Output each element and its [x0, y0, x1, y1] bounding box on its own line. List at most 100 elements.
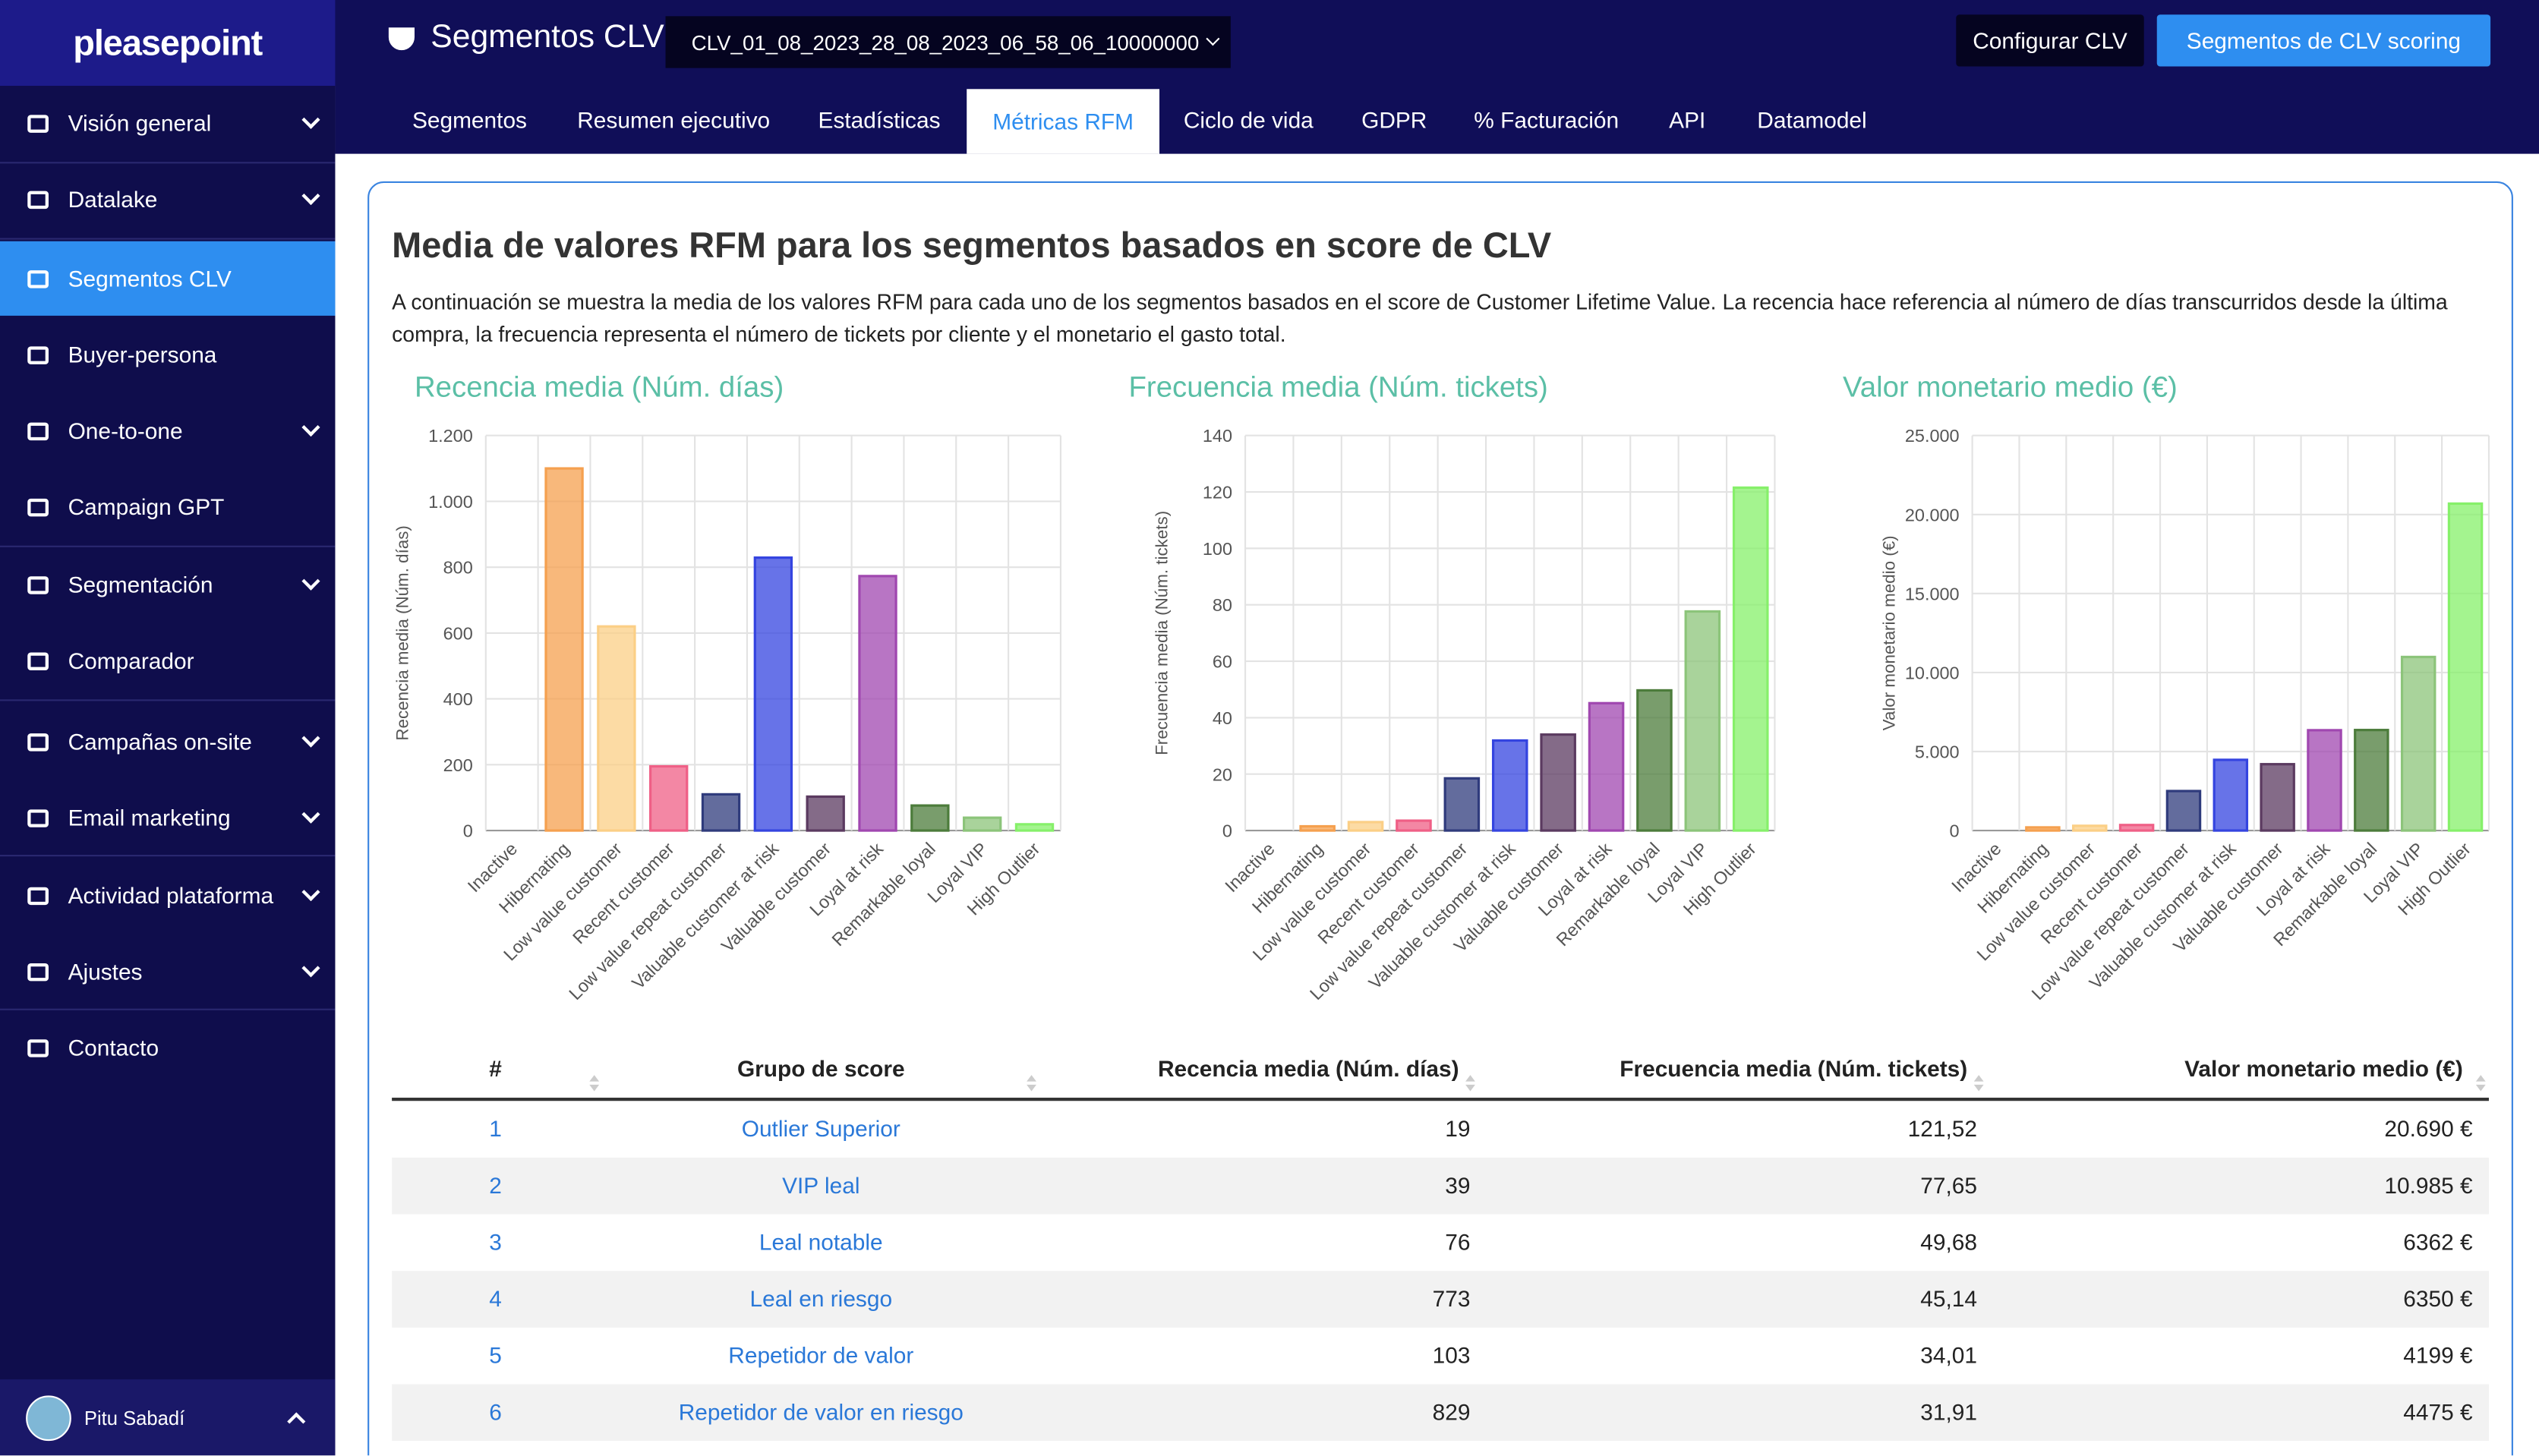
logo[interactable]: pleasepoint: [0, 0, 336, 87]
nav-item[interactable]: Comparador: [0, 623, 335, 698]
nav-label: Segmentos CLV: [68, 265, 232, 292]
nav-item[interactable]: One-to-one: [0, 393, 335, 468]
nav-item[interactable]: Visión general: [0, 86, 335, 160]
table-cell[interactable]: VIP leal: [782, 1172, 860, 1199]
nav-label: Buyer-persona: [68, 341, 217, 368]
column-header[interactable]: #: [489, 1055, 502, 1082]
table-cell[interactable]: 6: [489, 1398, 502, 1425]
table-cell[interactable]: 2: [489, 1172, 502, 1199]
nav-item[interactable]: Buyer-persona: [0, 317, 335, 392]
sort-icon[interactable]: [588, 1075, 600, 1092]
nav-item[interactable]: Segmentos CLV: [0, 241, 336, 316]
table-cell[interactable]: 4: [489, 1285, 502, 1312]
nav-label: Comparador: [68, 648, 194, 674]
nav-label: Contacto: [68, 1034, 159, 1060]
y-tick-label: 200: [443, 755, 473, 775]
heading: Media de valores RFM para los segmentos …: [392, 225, 1552, 266]
y-tick-label: 120: [1203, 483, 1232, 503]
table-cell: 31,91: [1920, 1398, 1978, 1425]
bar: [806, 795, 845, 832]
table-cell[interactable]: Leal en riesgo: [749, 1285, 893, 1312]
bar: [1636, 689, 1673, 832]
tab[interactable]: Ciclo de vida: [1183, 106, 1314, 133]
bar: [1732, 486, 1769, 832]
table-cell: 10.985 €: [2384, 1172, 2473, 1199]
tab[interactable]: Estadísticas: [818, 106, 941, 133]
nav-item[interactable]: Segmentación: [0, 547, 335, 622]
chart: Recencia media (Núm. días) 0 200 400 600 800 1…: [393, 371, 1061, 1004]
y-tick-label: 20: [1213, 764, 1232, 784]
divider: [0, 699, 336, 701]
bar: [701, 793, 741, 832]
nav-label: Datalake: [68, 186, 158, 213]
nav-item[interactable]: Datalake: [0, 162, 335, 236]
column-header[interactable]: Valor monetario medio (€): [2184, 1055, 2463, 1082]
bar: [2307, 729, 2342, 832]
y-tick-label: 600: [443, 623, 473, 643]
tab[interactable]: % Facturación: [1474, 106, 1620, 133]
y-axis-label: Valor monetario medio (€): [1879, 535, 1898, 730]
user-menu[interactable]: Pitu Sabadí: [0, 1379, 336, 1456]
sort-icon[interactable]: [1465, 1075, 1475, 1092]
tab[interactable]: Segmentos: [412, 106, 527, 133]
y-tick-label: 0: [1222, 821, 1232, 841]
tab[interactable]: Métricas RFM: [967, 89, 1160, 154]
column-header[interactable]: Grupo de score: [736, 1055, 905, 1082]
table-cell[interactable]: Repetidor de valor en riesgo: [678, 1398, 964, 1425]
bar: [1443, 777, 1481, 832]
table-cell: 49,68: [1920, 1228, 1978, 1255]
y-tick-label: 0: [1950, 821, 1960, 841]
nav-label: Ajustes: [68, 958, 143, 985]
card: [367, 181, 2513, 1456]
column-header[interactable]: Recencia media (Núm. días): [1157, 1055, 1459, 1082]
table-cell[interactable]: Outlier Superior: [741, 1115, 900, 1142]
nav-item[interactable]: Email marketing: [0, 780, 335, 855]
divider: [0, 545, 336, 547]
nav-label: Segmentación: [68, 571, 213, 597]
y-tick-label: 25.000: [1905, 426, 1960, 446]
tab[interactable]: API: [1669, 106, 1706, 133]
nav-item[interactable]: Contacto: [0, 1010, 335, 1085]
tab[interactable]: Datamodel: [1757, 106, 1867, 133]
sort-icon[interactable]: [1973, 1075, 1984, 1092]
y-tick-label: 80: [1213, 595, 1232, 615]
bar: [962, 816, 1002, 832]
table: # Grupo de score Recencia media (Núm. días…: [392, 1036, 2489, 1455]
tab[interactable]: Resumen ejecutivo: [577, 106, 771, 133]
bar: [649, 764, 689, 832]
table-row: 6 Repetidor de valor en riesgo 829 31,91 447…: [392, 1384, 2489, 1442]
bar: [2447, 502, 2484, 832]
chart: Frecuencia media (Núm. tickets) 0 20 40 60 80…: [1128, 371, 1776, 1004]
table-row: 1 Outlier Superior 19 121,52 20.690 €: [392, 1101, 2489, 1158]
table-cell[interactable]: Repetidor de valor: [728, 1342, 914, 1369]
bar: [2354, 729, 2389, 832]
tab[interactable]: GDPR: [1361, 106, 1427, 133]
y-tick-label: 5.000: [1915, 742, 1960, 762]
y-axis-label: Frecuencia media (Núm. tickets): [1153, 511, 1172, 755]
column-header[interactable]: Frecuencia media (Núm. tickets): [1620, 1055, 1968, 1082]
scoring-button[interactable]: Segmentos de CLV scoring: [2156, 14, 2491, 67]
clv-select[interactable]: CLV_01_08_2023_28_08_2023_06_58_06_10000…: [665, 16, 1231, 68]
y-tick-label: 20.000: [1905, 505, 1960, 525]
bar: [2400, 655, 2436, 832]
table-cell[interactable]: 5: [489, 1342, 502, 1369]
table-cell: 121,52: [1907, 1115, 1978, 1142]
nav-item[interactable]: Ajustes: [0, 934, 335, 1009]
nav-item[interactable]: Actividad plataforma: [0, 858, 335, 932]
chart-title: Recencia media (Núm. días): [415, 371, 784, 404]
nav-item[interactable]: Campañas on-site: [0, 704, 335, 779]
nav-item[interactable]: Campaign GPT: [0, 469, 335, 544]
table-cell: 77,65: [1920, 1172, 1978, 1199]
table-cell[interactable]: Leal notable: [759, 1228, 883, 1255]
bar: [2072, 824, 2108, 832]
sort-icon[interactable]: [2474, 1075, 2486, 1092]
table-cell[interactable]: 1: [489, 1115, 502, 1142]
header-rule: [392, 1097, 2489, 1101]
sort-icon[interactable]: [1026, 1075, 1036, 1092]
table-cell: 103: [1432, 1342, 1471, 1369]
configure-button[interactable]: Configurar CLV: [1956, 14, 2144, 67]
bar: [753, 556, 793, 832]
page-title-text: Segmentos CLV: [431, 19, 664, 55]
divider: [0, 855, 336, 857]
table-cell[interactable]: 3: [489, 1228, 502, 1255]
